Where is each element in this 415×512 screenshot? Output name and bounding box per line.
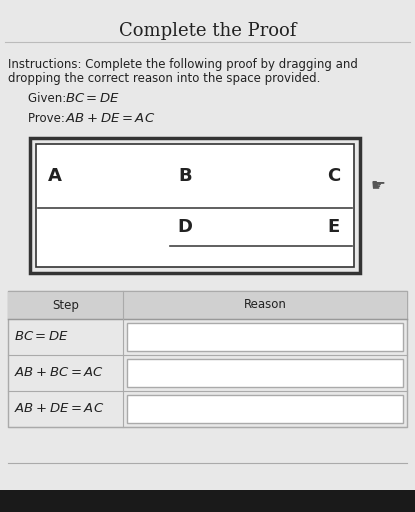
Text: $AB + DE = AC$: $AB + DE = AC$ (14, 402, 104, 416)
Bar (8, 291, 407, 427)
Text: Complete the Proof: Complete the Proof (119, 22, 296, 40)
Text: C: C (327, 167, 340, 185)
Text: E: E (328, 218, 340, 236)
Bar (0, 490, 415, 512)
Bar (127, 359, 403, 387)
Text: $AB + DE = AC$: $AB + DE = AC$ (65, 112, 155, 125)
Text: $BC = DE$: $BC = DE$ (14, 331, 69, 344)
Text: A: A (48, 167, 62, 185)
Text: D: D (178, 218, 193, 236)
Bar (8, 291, 407, 319)
Bar (127, 395, 403, 423)
Text: Instructions: Complete the following proof by dragging and: Instructions: Complete the following pro… (8, 58, 358, 71)
Text: $AB + BC = AC$: $AB + BC = AC$ (14, 367, 104, 379)
Text: Reason: Reason (244, 298, 286, 311)
Text: ☛: ☛ (371, 176, 386, 194)
Bar (36, 144, 354, 267)
Bar (30, 138, 360, 273)
Bar (127, 323, 403, 351)
Text: Step: Step (52, 298, 79, 311)
Text: dropping the correct reason into the space provided.: dropping the correct reason into the spa… (8, 72, 320, 85)
Text: B: B (178, 167, 192, 185)
Text: Prove:: Prove: (28, 112, 68, 125)
Text: Given:: Given: (28, 92, 70, 105)
Text: $BC = DE$: $BC = DE$ (65, 92, 120, 105)
